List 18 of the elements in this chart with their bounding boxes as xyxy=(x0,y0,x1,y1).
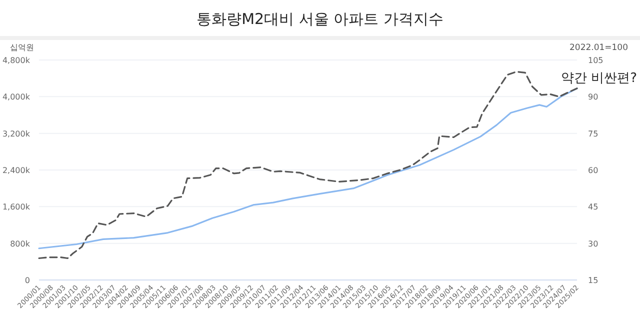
y2-tick-label: 15 xyxy=(588,276,598,285)
y-tick-label: 4,800k xyxy=(2,56,30,65)
y2-tick-label: 75 xyxy=(588,129,598,138)
y2-tick-label: 105 xyxy=(588,56,604,65)
y2-tick-label: 30 xyxy=(588,239,598,248)
y-tick-label: 1,600k xyxy=(2,202,30,212)
chart-title: 통화량M2대비 서울 아파트 가격지수 xyxy=(196,10,444,28)
y-tick-label: 2,400k xyxy=(2,166,30,175)
y2-tick-label: 90 xyxy=(588,92,598,102)
y2-axis-title: 2022.01=100 xyxy=(570,43,628,53)
y-tick-label: 0 xyxy=(24,276,30,285)
y2-tick-label: 45 xyxy=(588,202,598,212)
y2-tick-label: 60 xyxy=(588,166,598,175)
y-tick-label: 4,000k xyxy=(2,92,30,102)
y-tick-label: 800k xyxy=(10,239,30,248)
y-axis-title: 십억원 xyxy=(10,43,34,52)
annotation: 약간 비싼편? xyxy=(560,71,637,86)
y-tick-label: 3,200k xyxy=(2,129,30,138)
